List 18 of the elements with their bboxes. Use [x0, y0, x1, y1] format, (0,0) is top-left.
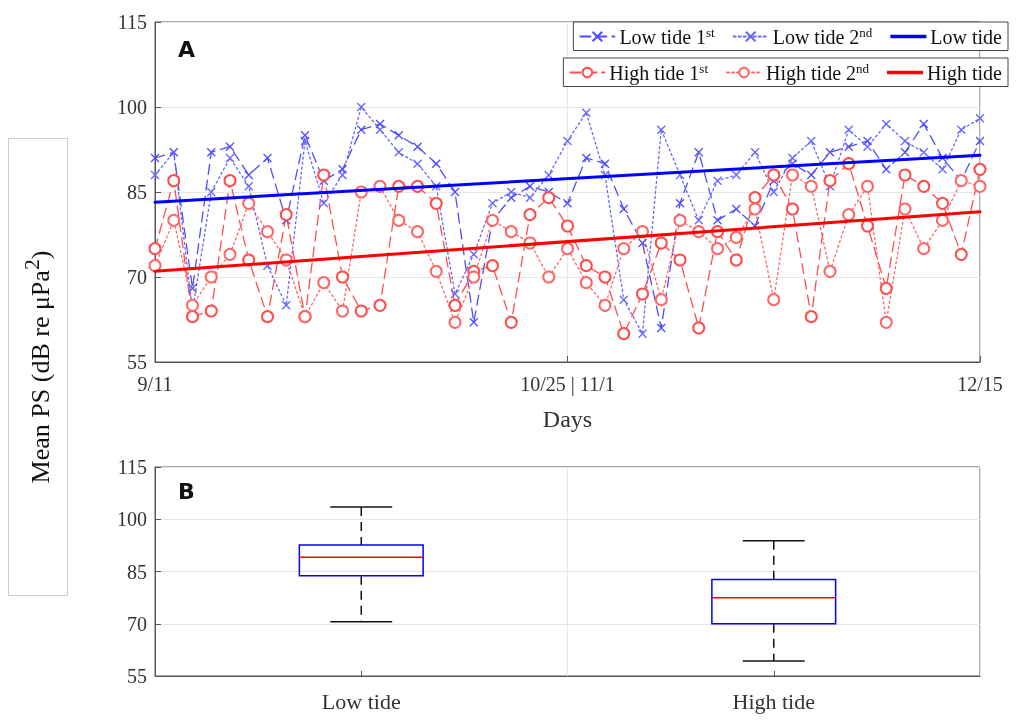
- x-tick-label: 10/25 | 11/1: [520, 373, 615, 396]
- y-tick-label: 85: [127, 560, 147, 583]
- y-tick-label: 100: [117, 96, 147, 118]
- y-tick-label: 115: [117, 11, 147, 33]
- legend-label: High tide: [927, 61, 1003, 85]
- y-tick-label: 55: [127, 665, 147, 687]
- x-tick-label: 12/15: [957, 373, 1003, 395]
- x-axis-title: Days: [542, 406, 593, 432]
- x-tick-label: 9/11: [137, 373, 173, 395]
- text: A: [178, 36, 196, 62]
- y-tick-label: 55: [127, 351, 147, 373]
- y-tick-label: 85: [127, 181, 147, 203]
- y-tick-label: 115: [117, 456, 147, 478]
- legend-label: Low tide: [930, 25, 1003, 48]
- y-tick-label: 100: [117, 508, 147, 531]
- y-tick-label: 70: [127, 266, 147, 288]
- y-tick-label: 70: [127, 612, 147, 635]
- text: B: [178, 478, 195, 504]
